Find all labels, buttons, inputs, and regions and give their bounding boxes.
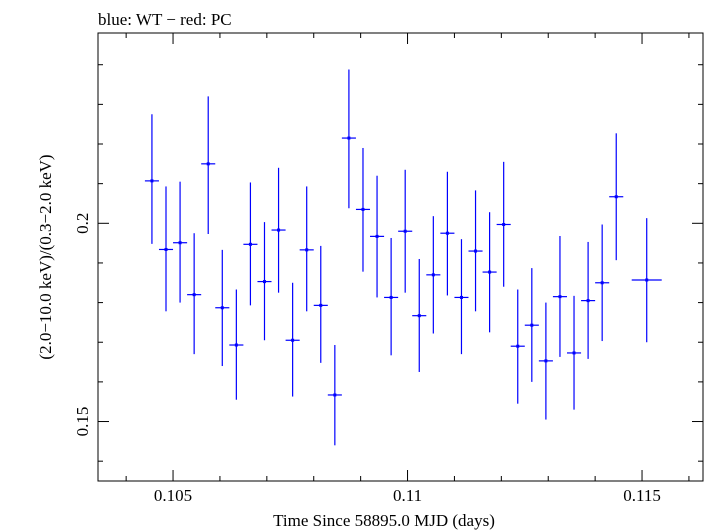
data-point <box>510 289 525 404</box>
point-marker <box>417 314 421 318</box>
x-tick-label: 0.115 <box>623 486 661 505</box>
data-point <box>327 345 342 446</box>
data-point <box>595 224 610 342</box>
data-point <box>158 186 174 312</box>
data-point <box>566 295 582 410</box>
point-marker <box>347 136 351 140</box>
point-marker <box>291 338 295 342</box>
data-point <box>229 289 244 400</box>
point-marker <box>150 179 154 183</box>
point-marker <box>164 247 168 251</box>
data-points <box>144 69 662 446</box>
point-marker <box>375 234 379 238</box>
point-marker <box>544 359 548 363</box>
data-point <box>370 175 385 298</box>
data-point <box>299 186 314 312</box>
y-tick-label: 0.2 <box>73 213 92 234</box>
data-point <box>426 216 441 334</box>
data-point <box>144 114 159 244</box>
point-marker <box>220 306 224 310</box>
point-marker <box>361 207 365 211</box>
data-point <box>631 218 662 343</box>
data-point <box>412 258 427 372</box>
point-marker <box>389 295 393 299</box>
point-marker <box>277 228 281 232</box>
data-point <box>609 133 624 261</box>
data-point <box>581 241 596 359</box>
point-marker <box>305 248 309 252</box>
data-point <box>454 239 469 355</box>
data-point <box>355 147 371 272</box>
data-point <box>538 302 553 420</box>
point-marker <box>600 281 604 285</box>
data-point <box>482 212 497 333</box>
point-marker <box>530 323 534 327</box>
point-marker <box>234 343 238 347</box>
point-marker <box>572 351 576 355</box>
data-point <box>398 169 413 293</box>
point-marker <box>431 273 435 277</box>
data-point <box>243 182 258 306</box>
point-marker <box>558 295 562 299</box>
point-marker <box>586 299 590 303</box>
data-point <box>187 233 202 355</box>
data-point <box>257 222 272 341</box>
plot-frame <box>97 32 704 482</box>
point-marker <box>516 344 520 348</box>
point-marker <box>206 162 210 166</box>
x-axis-label: Time Since 58895.0 MJD (days) <box>273 511 495 530</box>
y-tick-label: 0.15 <box>73 407 92 437</box>
point-marker <box>262 280 266 284</box>
x-tick-label: 0.11 <box>393 486 422 505</box>
data-point <box>271 167 286 293</box>
point-marker <box>502 222 506 226</box>
data-point <box>313 245 328 363</box>
point-marker <box>248 242 252 246</box>
data-point <box>384 237 399 356</box>
point-marker <box>474 249 478 253</box>
data-point <box>468 190 483 312</box>
point-marker <box>319 303 323 307</box>
point-marker <box>333 393 337 397</box>
y-axis-label: (2.0−10.0 keV)/(0.3−2.0 keV) <box>36 154 55 359</box>
data-point <box>552 235 567 357</box>
data-point <box>524 268 539 382</box>
data-point <box>173 181 188 303</box>
point-marker <box>645 278 649 282</box>
point-marker <box>614 195 618 199</box>
data-point <box>201 96 216 235</box>
chart-title: blue: WT − red: PC <box>98 10 232 29</box>
data-point <box>341 69 356 209</box>
point-marker <box>192 293 196 297</box>
data-point <box>440 171 455 296</box>
point-marker <box>178 241 182 245</box>
axis-ticks: 0.105 0.11 0.115 0.15 0.2 <box>73 33 703 505</box>
point-marker <box>445 231 449 235</box>
data-point <box>215 249 230 367</box>
point-marker <box>488 270 492 274</box>
data-point <box>285 282 300 397</box>
data-point <box>496 161 511 287</box>
point-marker <box>459 295 463 299</box>
point-marker <box>403 229 407 233</box>
x-tick-label: 0.105 <box>154 486 192 505</box>
